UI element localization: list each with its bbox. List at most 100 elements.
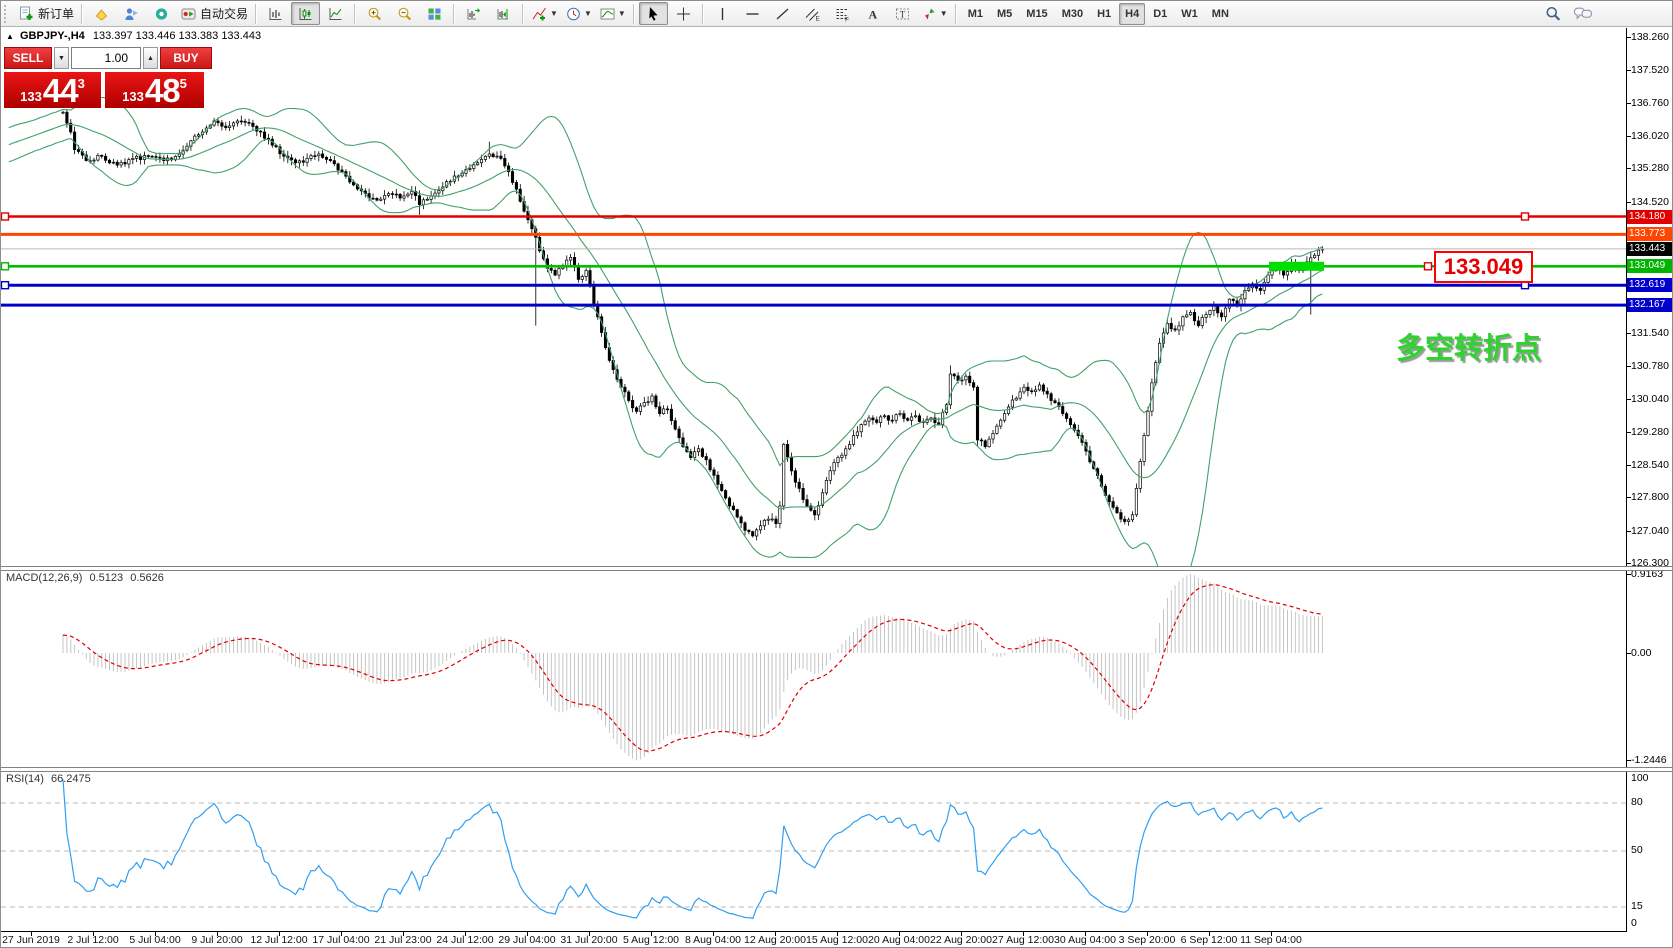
timeframe-w1-button[interactable]: W1 — [1181, 7, 1198, 20]
trendline-button[interactable] — [768, 2, 797, 25]
time-axis-label: 31 Jul 20:00 — [560, 934, 618, 946]
zoom-in-button[interactable] — [360, 2, 389, 25]
time-axis-label: 17 Jul 04:00 — [312, 934, 370, 946]
toolbar-separator — [522, 3, 525, 24]
macd-panel-canvas[interactable] — [1, 570, 1626, 766]
volume-increase-button[interactable]: ▲ — [143, 47, 158, 69]
collapse-triangle-icon[interactable]: ▲ — [6, 32, 14, 41]
toolbar-separator — [354, 3, 357, 24]
time-axis-tick — [961, 932, 962, 936]
person-chart-icon — [123, 6, 140, 22]
text-label-icon: T — [894, 6, 911, 22]
indicators-button[interactable]: ▼ — [528, 2, 561, 25]
vertical-line-button[interactable] — [708, 2, 737, 25]
macd-axis-label: -1.2446 — [1631, 754, 1667, 766]
time-axis-label: 3 Sep 20:00 — [1118, 934, 1176, 946]
time-axis-tick — [527, 932, 528, 936]
symbol-ohlc: 133.397 133.446 133.383 133.443 — [92, 30, 262, 42]
timeframe-m1-button[interactable]: M1 — [967, 7, 983, 20]
auto-scroll-button[interactable] — [459, 2, 488, 25]
timeframe-m30-button[interactable]: M30 — [1061, 7, 1084, 20]
time-axis-tick — [1023, 932, 1024, 936]
price-tick-label: 134.520 — [1631, 196, 1669, 208]
sell-price-display[interactable]: 133 44 3 — [4, 72, 101, 108]
equidistant-channel-button[interactable]: E — [798, 2, 827, 25]
price-tick-label: 127.040 — [1631, 525, 1669, 537]
chat-button[interactable] — [1568, 2, 1597, 25]
autotrading-icon — [180, 6, 197, 22]
cursor-button[interactable] — [638, 2, 668, 25]
toolbar-drag-handle[interactable] — [4, 4, 11, 23]
main-chart-canvas[interactable] — [1, 28, 1626, 566]
chinese-annotation[interactable]: 多空转折点 — [1396, 333, 1542, 365]
candlestick-chart-button[interactable] — [291, 2, 321, 25]
timeframe-m5-button[interactable]: M5 — [997, 7, 1013, 20]
periods-button[interactable]: ▼ — [562, 2, 595, 25]
signals-button[interactable] — [147, 2, 176, 25]
macd-indicator-label: MACD(12,26,9) 0.5123 0.5626 — [6, 572, 164, 584]
line-chart-icon — [327, 6, 344, 22]
bar-chart-button[interactable] — [261, 2, 290, 25]
time-axis-tick — [713, 932, 714, 936]
fibonacci-button[interactable]: F — [828, 2, 857, 25]
arrows-icon — [921, 6, 938, 22]
rsi-axis-label: 15 — [1631, 900, 1643, 912]
price-tick-label: 127.800 — [1631, 491, 1669, 503]
price-axis-tick — [1626, 136, 1631, 137]
price-annotation-box[interactable]: 133.049 — [1434, 251, 1533, 283]
time-axis-tick — [899, 932, 900, 936]
crosshair-button[interactable] — [669, 2, 698, 25]
dropdown-caret-icon: ▼ — [550, 9, 558, 18]
templates-button[interactable]: ▼ — [596, 2, 629, 25]
search-button[interactable] — [1538, 2, 1567, 25]
toolbar-separator — [954, 3, 957, 24]
clock-icon — [565, 6, 582, 22]
timeframe-mn-button[interactable]: MN — [1211, 7, 1229, 20]
chart-shift-button[interactable] — [489, 2, 518, 25]
time-axis-label: 21 Jul 23:00 — [374, 934, 432, 946]
price-tick-label: 138.260 — [1631, 31, 1669, 43]
volume-input[interactable] — [71, 47, 141, 69]
price-axis-tick — [1626, 37, 1631, 38]
rsi-axis-label: 50 — [1631, 844, 1643, 856]
rsi-panel-canvas[interactable] — [1, 771, 1626, 931]
volume-decrease-button[interactable]: ▼ — [54, 47, 69, 69]
market-watch-button[interactable] — [87, 2, 116, 25]
line-chart-button[interactable] — [321, 2, 350, 25]
new-order-button[interactable]: 新订单 — [15, 2, 77, 25]
panel-divider[interactable] — [1, 566, 1672, 571]
text-button[interactable]: A — [858, 2, 887, 25]
symbol-name: GBPJPY-,H4 — [19, 30, 85, 42]
search-icon — [1544, 5, 1562, 22]
horizontal-line-button[interactable] — [738, 2, 767, 25]
arrows-button[interactable]: ▼ — [918, 2, 951, 25]
timeframe-m15-button[interactable]: M15 — [1026, 7, 1048, 20]
time-axis-label: 12 Jul 12:00 — [250, 934, 308, 946]
svg-text:F: F — [845, 16, 849, 22]
bar-chart-icon — [267, 6, 284, 22]
autotrading-button[interactable]: 自动交易 — [177, 2, 251, 25]
price-tick-label: 137.520 — [1631, 64, 1669, 76]
text-label-button[interactable]: T — [888, 2, 917, 25]
macd-axis-tick — [1626, 760, 1631, 761]
zoom-out-button[interactable] — [390, 2, 419, 25]
symbol-info-bar[interactable]: ▲ GBPJPY-,H4 133.397 133.446 133.383 133… — [6, 30, 261, 42]
price-tick-label: 136.020 — [1631, 130, 1669, 142]
panel-divider[interactable] — [1, 767, 1672, 772]
gold-ingot-icon — [93, 6, 110, 22]
crosshair-icon — [675, 6, 692, 22]
navigator-button[interactable] — [117, 2, 146, 25]
buy-price-display[interactable]: 133 48 5 — [105, 72, 204, 108]
tile-windows-button[interactable] — [420, 2, 449, 25]
timeframe-h4-button[interactable]: H4 — [1119, 2, 1146, 25]
price-tick-label: 129.280 — [1631, 426, 1669, 438]
timeframe-d1-button[interactable]: D1 — [1153, 7, 1168, 20]
time-axis-label: 30 Aug 04:00 — [1054, 934, 1116, 946]
sell-price-point: 3 — [77, 76, 85, 91]
time-axis-tick — [93, 932, 94, 936]
time-axis-tick — [217, 932, 218, 936]
sell-button[interactable]: SELL — [4, 47, 52, 69]
buy-button[interactable]: BUY — [160, 47, 212, 69]
timeframe-h1-button[interactable]: H1 — [1097, 7, 1112, 20]
